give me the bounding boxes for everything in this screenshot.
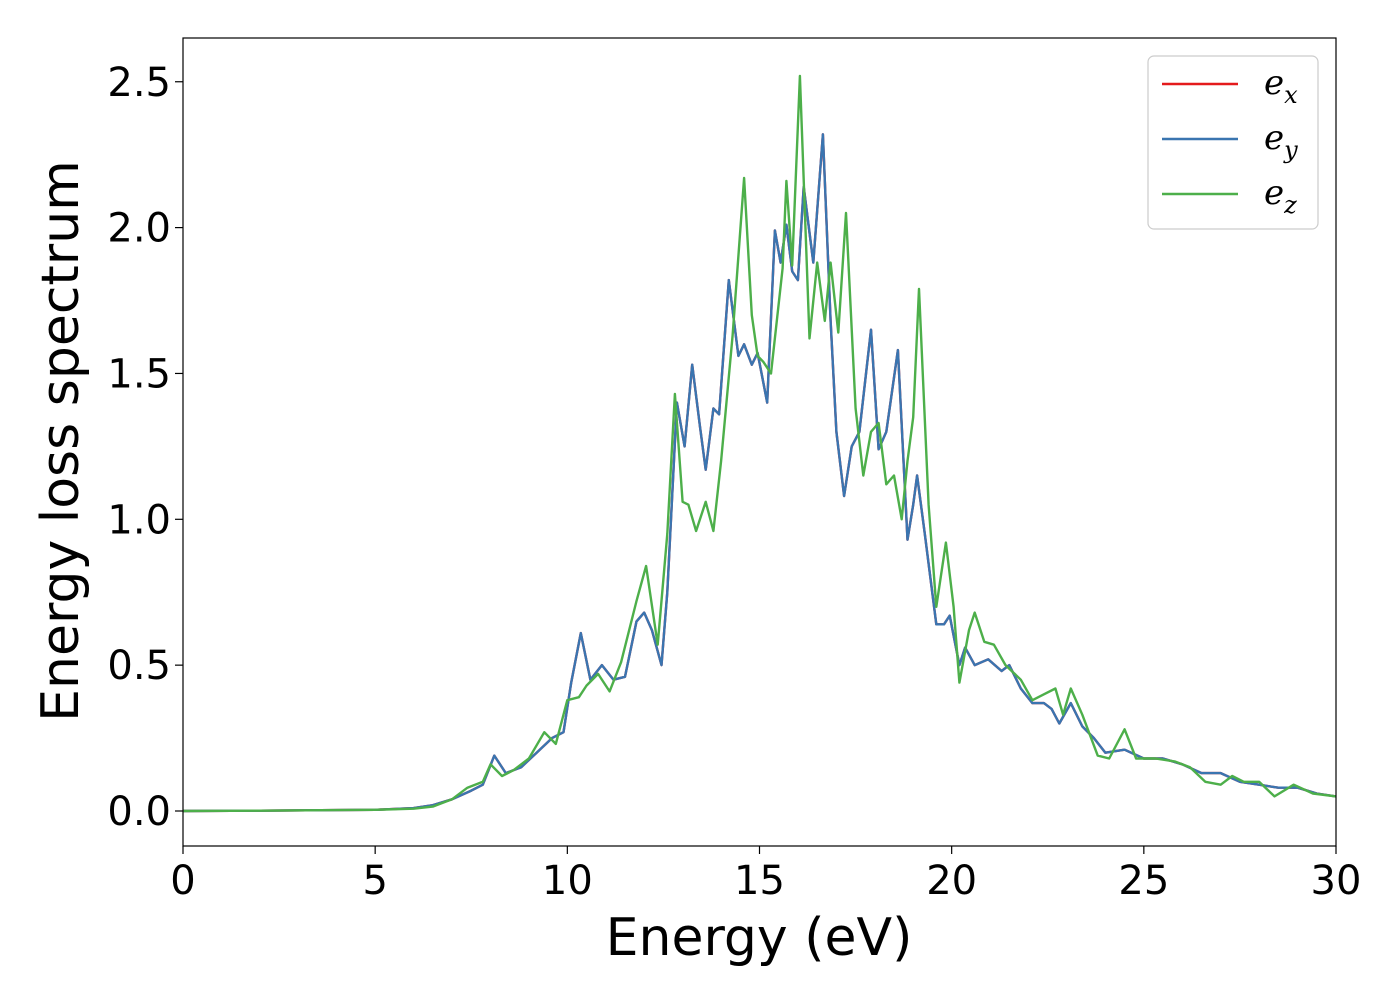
x-tick-label: 25 bbox=[1118, 858, 1169, 904]
x-axis-title: Energy (eV) bbox=[606, 908, 913, 968]
plot-frame bbox=[182, 37, 1337, 847]
series-line-z bbox=[182, 74, 1337, 813]
x-tick-label: 0 bbox=[170, 858, 195, 904]
y-tick-label: 1.0 bbox=[107, 497, 171, 543]
y-tick-label: 2.5 bbox=[107, 60, 171, 106]
x-tick-label: 15 bbox=[734, 858, 785, 904]
y-tick-label: 0.0 bbox=[107, 789, 171, 835]
series-line-y bbox=[182, 133, 1337, 813]
legend-label-y: ey bbox=[1264, 118, 1298, 164]
y-tick-label: 1.5 bbox=[107, 351, 171, 397]
x-tick-label: 5 bbox=[362, 858, 387, 904]
plot-lines bbox=[182, 74, 1337, 813]
y-axis-title: Energy loss spectrum bbox=[31, 160, 91, 722]
legend: ex ey ez bbox=[1147, 55, 1319, 230]
series-line-x bbox=[182, 133, 1337, 813]
x-tick-label: 10 bbox=[542, 858, 593, 904]
y-tick-label: 2.0 bbox=[107, 206, 171, 252]
x-tick-label: 20 bbox=[926, 858, 977, 904]
y-tick-label: 0.5 bbox=[107, 643, 171, 689]
x-tick-label: 30 bbox=[1311, 858, 1362, 904]
ticks: 0 5 10 15 20 25 30 0.0 0.5 1.0 1.5 2.0 2.5 bbox=[107, 60, 1361, 904]
legend-label-x: ex bbox=[1264, 63, 1298, 109]
legend-box bbox=[1147, 55, 1319, 230]
legend-label-z: ez bbox=[1264, 173, 1297, 219]
